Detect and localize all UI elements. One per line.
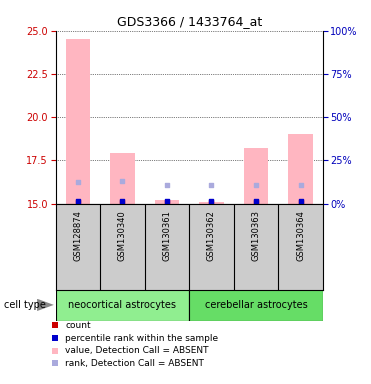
Text: value, Detection Call = ABSENT: value, Detection Call = ABSENT (65, 346, 209, 355)
Text: GSM128874: GSM128874 (73, 210, 82, 261)
Point (75, 179, 81, 185)
Text: GSM130364: GSM130364 (296, 210, 305, 261)
Text: GSM130363: GSM130363 (252, 210, 260, 262)
Point (209, 199, 214, 205)
Point (298, 199, 303, 205)
Point (75, 199, 81, 205)
Text: neocortical astrocytes: neocortical astrocytes (68, 300, 177, 310)
Point (119, 178, 125, 184)
Text: percentile rank within the sample: percentile rank within the sample (65, 334, 219, 343)
Bar (199, 202, 224, 204)
Bar (189, 290, 323, 321)
Bar (288, 134, 313, 204)
Point (75, 199, 81, 205)
Polygon shape (37, 299, 54, 311)
Point (119, 199, 125, 205)
Point (253, 199, 259, 205)
Text: GSM130340: GSM130340 (118, 210, 127, 261)
Point (298, 182, 303, 188)
Bar (155, 200, 179, 204)
Text: GSM130362: GSM130362 (207, 210, 216, 261)
Text: count: count (65, 321, 91, 330)
Bar (244, 148, 268, 204)
Point (209, 199, 214, 205)
Point (164, 199, 170, 205)
Point (253, 199, 259, 205)
Point (298, 199, 303, 205)
Text: rank, Detection Call = ABSENT: rank, Detection Call = ABSENT (65, 359, 204, 368)
Point (253, 182, 259, 189)
Point (164, 182, 170, 189)
Text: cerebellar astrocytes: cerebellar astrocytes (205, 300, 307, 310)
Point (119, 199, 125, 205)
Title: GDS3366 / 1433764_at: GDS3366 / 1433764_at (116, 15, 262, 28)
Bar (66, 40, 90, 204)
Text: GSM130361: GSM130361 (162, 210, 171, 261)
Bar (56, 290, 189, 321)
Point (164, 199, 170, 205)
Bar (110, 154, 135, 204)
Point (209, 182, 214, 189)
Text: cell type: cell type (4, 300, 46, 310)
